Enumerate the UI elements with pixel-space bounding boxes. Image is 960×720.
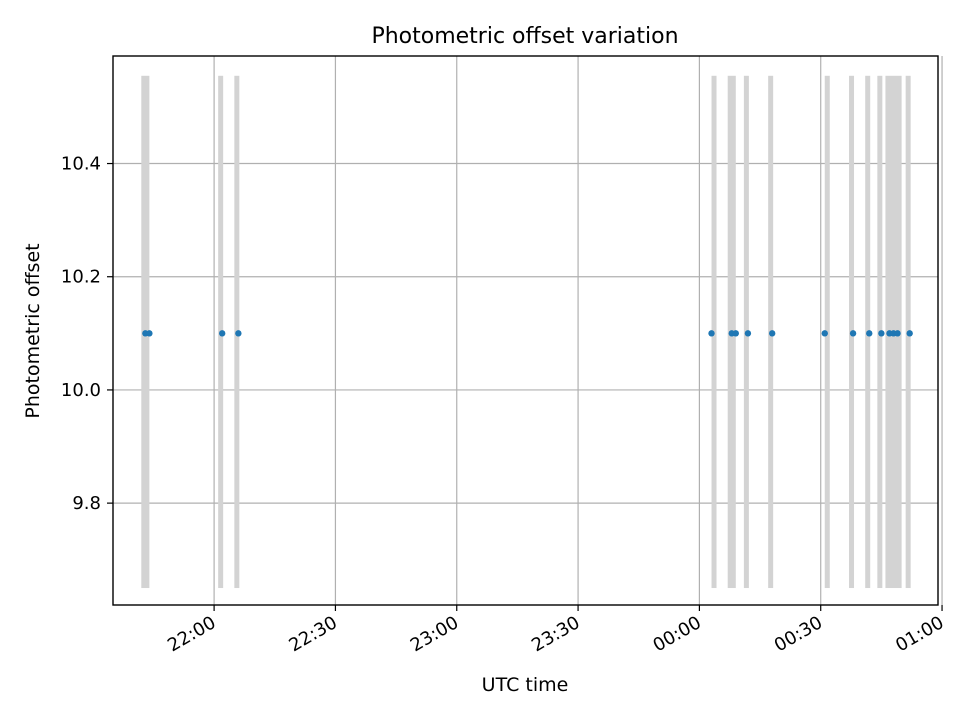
chart-title: Photometric offset variation [371,24,678,49]
data-point [146,330,153,337]
data-point [732,330,739,337]
data-point [866,330,873,337]
data-point [218,330,226,337]
y-tick-label: 10.2 [61,267,101,288]
data-point [744,330,752,337]
y-tick-label: 10.4 [61,154,101,175]
data-points [142,330,913,337]
x-axis-label: UTC time [482,674,569,696]
plot-frame [112,55,939,606]
data-point [768,330,776,337]
data-point [821,330,828,337]
data-point [878,330,885,337]
data-point [708,330,715,337]
grid [113,56,943,605]
y-tick-label: 10.0 [61,380,101,401]
y-axis-label: Photometric offset [22,243,44,418]
data-point [894,330,901,337]
data-point [235,330,242,337]
data-point [849,330,857,337]
data-point [906,330,913,337]
y-tick-label: 9.8 [72,493,101,514]
